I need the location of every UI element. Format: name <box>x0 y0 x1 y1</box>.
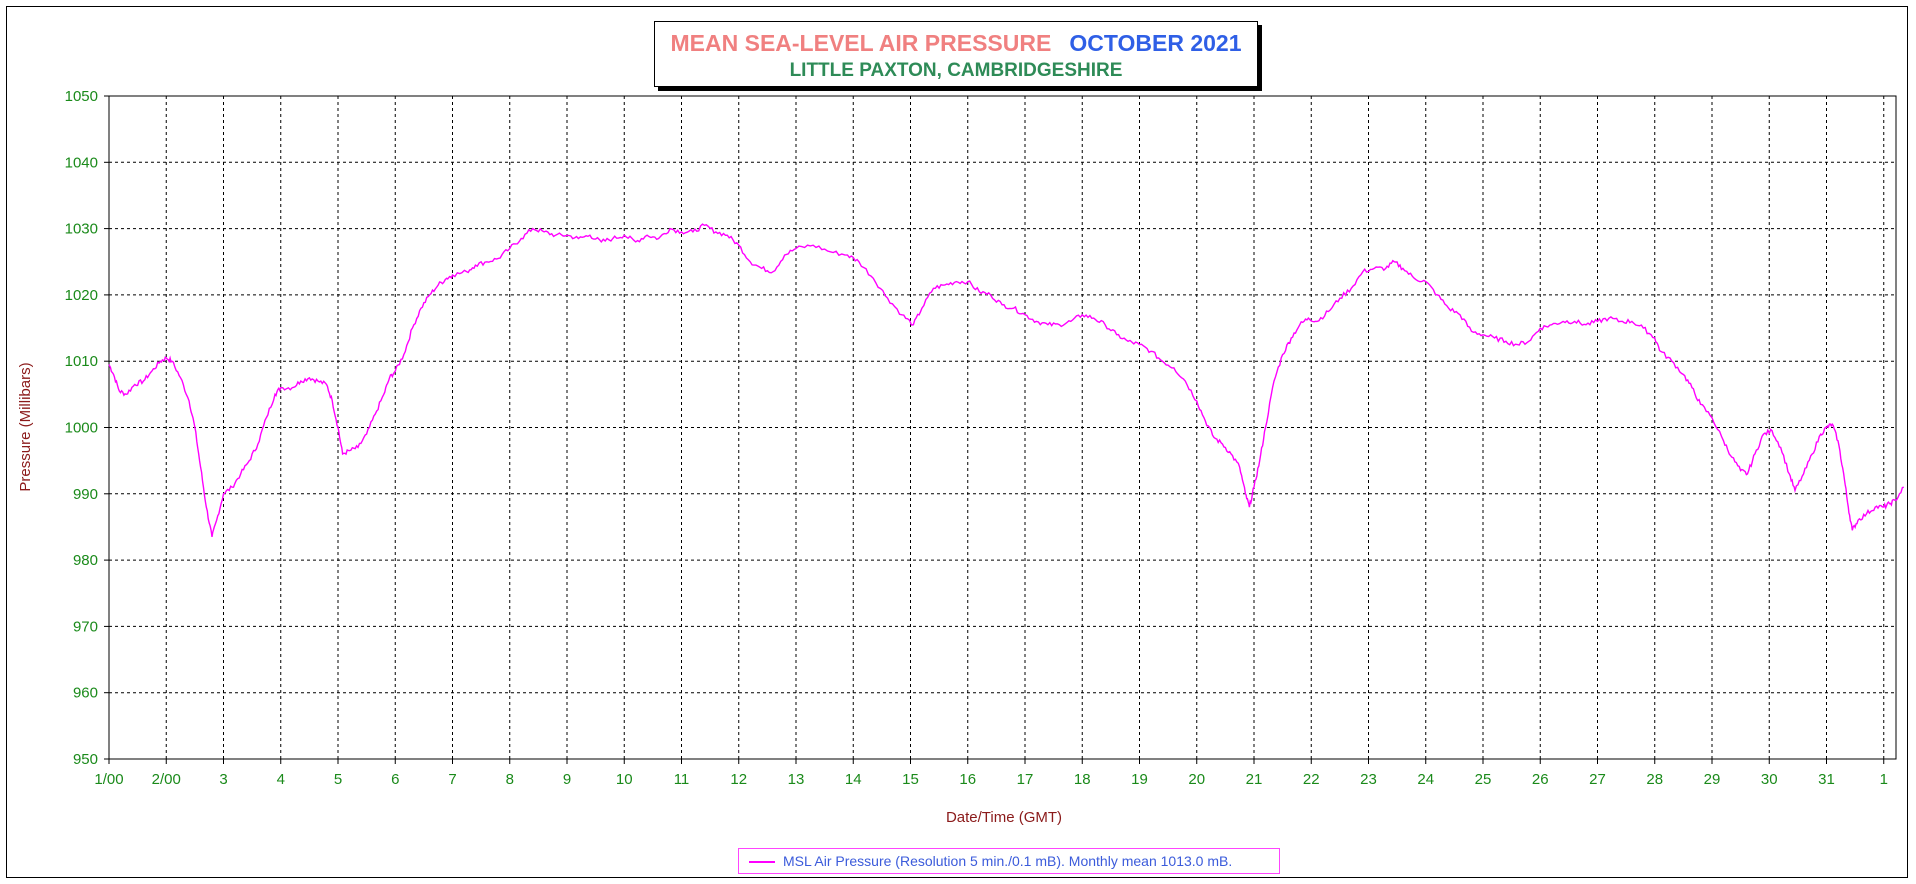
x-tick-label: 16 <box>959 771 976 788</box>
legend: MSL Air Pressure (Resolution 5 min./0.1 … <box>738 848 1280 874</box>
y-axis-label: Pressure (Millibars) <box>17 362 34 491</box>
x-tick-label: 24 <box>1417 771 1434 788</box>
x-tick-label: 7 <box>448 771 456 788</box>
x-tick-label: 22 <box>1303 771 1320 788</box>
x-tick-label: 10 <box>616 771 633 788</box>
x-tick-label: 23 <box>1360 771 1377 788</box>
legend-swatch <box>749 861 775 863</box>
y-tick-label: 1040 <box>65 154 98 171</box>
x-tick-label: 2/00 <box>152 771 181 788</box>
x-tick-label: 1/00 <box>94 771 123 788</box>
x-tick-label: 5 <box>334 771 342 788</box>
x-tick-label: 27 <box>1589 771 1606 788</box>
y-tick-label: 960 <box>73 685 98 702</box>
x-tick-label: 26 <box>1532 771 1549 788</box>
x-tick-label: 19 <box>1131 771 1148 788</box>
x-tick-label: 18 <box>1074 771 1091 788</box>
x-tick-label: 6 <box>391 771 399 788</box>
chart-subtitle: LITTLE PAXTON, CAMBRIDGESHIRE <box>789 60 1123 81</box>
x-tick-label: 28 <box>1646 771 1663 788</box>
y-tick-label: 970 <box>73 618 98 635</box>
x-tick-label: 21 <box>1246 771 1263 788</box>
y-tick-label: 1000 <box>65 420 98 437</box>
x-tick-label: 31 <box>1818 771 1835 788</box>
grid <box>109 96 1896 759</box>
y-axis: 950 960 970 980 990 1000 1010 1020 1030 1040 1050 <box>65 88 109 768</box>
x-tick-label: 14 <box>845 771 862 788</box>
x-tick-label: 15 <box>902 771 919 788</box>
x-tick-label: 8 <box>506 771 514 788</box>
x-axis-label: Date/Time (GMT) <box>946 809 1062 826</box>
y-tick-label: 1020 <box>65 287 98 304</box>
chart-title-period: OCTOBER 2021 <box>1069 30 1242 56</box>
x-tick-label: 29 <box>1704 771 1721 788</box>
x-tick-label: 12 <box>730 771 747 788</box>
chart-title: MEAN SEA-LEVEL AIR PRESSURE <box>670 30 1052 56</box>
x-tick-label: 17 <box>1017 771 1034 788</box>
x-tick-label: 9 <box>563 771 571 788</box>
y-tick-label: 950 <box>73 751 98 768</box>
x-tick-label: 4 <box>277 771 285 788</box>
y-tick-label: 1030 <box>65 221 98 238</box>
x-axis: 1/00 2/00 3 4 5 6 7 8 9 10 11 12 13 14 15 16 17 18 19 20 21 2… <box>94 759 1888 788</box>
x-tick-label: 30 <box>1761 771 1778 788</box>
y-tick-label: 980 <box>73 552 98 569</box>
y-tick-label: 990 <box>73 486 98 503</box>
y-tick-label: 1010 <box>65 353 98 370</box>
title-box: MEAN SEA-LEVEL AIR PRESSURE OCTOBER 2021 … <box>654 21 1258 87</box>
x-tick-label: 11 <box>674 771 690 788</box>
x-tick-label: 1 <box>1880 771 1888 788</box>
y-tick-label: 1050 <box>65 88 98 105</box>
x-tick-label: 25 <box>1475 771 1492 788</box>
series-line <box>108 223 1904 538</box>
title-line: MEAN SEA-LEVEL AIR PRESSURE OCTOBER 2021 <box>655 30 1257 57</box>
x-tick-label: 20 <box>1188 771 1205 788</box>
legend-entry: MSL Air Pressure (Resolution 5 min./0.1 … <box>783 853 1233 869</box>
x-tick-label: 3 <box>219 771 227 788</box>
x-tick-label: 13 <box>788 771 805 788</box>
